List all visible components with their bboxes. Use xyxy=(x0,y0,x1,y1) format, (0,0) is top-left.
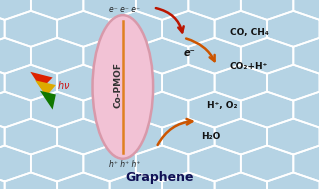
Text: H⁺, O₂: H⁺, O₂ xyxy=(207,101,238,110)
Polygon shape xyxy=(35,80,56,96)
Text: Graphene: Graphene xyxy=(125,171,194,184)
Text: e⁻: e⁻ xyxy=(184,48,196,58)
Polygon shape xyxy=(30,72,53,89)
Text: H₂O: H₂O xyxy=(201,132,220,141)
Text: e⁻ e⁻ e⁻: e⁻ e⁻ e⁻ xyxy=(109,5,140,14)
Text: $h\nu$: $h\nu$ xyxy=(57,79,71,91)
Text: h⁺ h⁺ h⁺: h⁺ h⁺ h⁺ xyxy=(109,160,140,169)
Polygon shape xyxy=(40,91,56,110)
Text: CO₂+H⁺: CO₂+H⁺ xyxy=(230,62,268,71)
Ellipse shape xyxy=(93,15,153,159)
Text: CO, CH₄: CO, CH₄ xyxy=(230,28,268,37)
Text: Co-PMOF: Co-PMOF xyxy=(114,62,122,108)
